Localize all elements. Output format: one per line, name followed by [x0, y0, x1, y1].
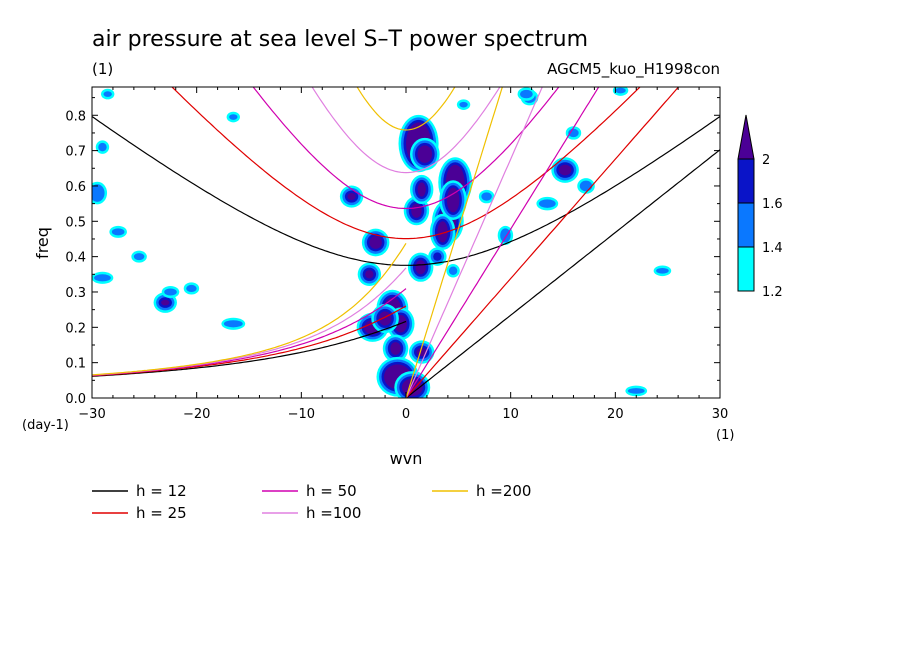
contour-patch [448, 266, 458, 276]
y-tick-label: 0.0 [65, 392, 86, 407]
contour-patch [347, 193, 356, 201]
contour-patch [446, 187, 460, 213]
x-tick-label: −20 [183, 407, 210, 422]
colorbar-segment [737, 202, 755, 248]
contour-patch [579, 180, 593, 192]
contour-patch [378, 311, 392, 326]
contour-patch [433, 252, 442, 261]
dispersion-curve-ig [356, 87, 456, 131]
colorbar-label: 1.4 [762, 241, 783, 256]
axis-ticks [91, 87, 721, 399]
contour-patch [229, 114, 238, 120]
dispersion-curve-kelvin [405, 87, 680, 398]
contour-patch [417, 145, 433, 163]
y-tick-label: 0.4 [65, 251, 86, 266]
y-tick-label: 0.8 [65, 109, 86, 124]
contour-patch [415, 260, 426, 275]
contour-patch [365, 270, 374, 279]
contour-patch [417, 182, 426, 197]
x-tick-labels: −30 −20 −10 0 10 20 30 [78, 407, 728, 422]
colorbar: 1.2 1.4 1.6 2 [737, 114, 783, 300]
y-tick-label: 0.1 [65, 357, 86, 372]
contour-patch [500, 228, 511, 243]
y-tick-label: 0.6 [65, 180, 86, 195]
x-tick-label: −30 [78, 407, 105, 422]
contour-patch [223, 320, 243, 328]
contour-patch [92, 184, 105, 202]
x-tick-label: 0 [402, 407, 410, 422]
contour-patch [161, 299, 170, 306]
colorbar-label: 2 [762, 153, 770, 168]
y-tick-labels: 0.0 0.1 0.2 0.3 0.4 0.5 0.6 0.7 0.8 [65, 109, 86, 407]
y-tick-label: 0.2 [65, 321, 86, 336]
legend-label: h =100 [306, 504, 361, 522]
dispersion-curve-mrg [92, 305, 407, 377]
contour-patch [481, 192, 492, 201]
contour-patch [103, 91, 112, 97]
legend-label: h = 50 [306, 482, 357, 500]
dispersion-curve-ig [252, 87, 560, 210]
contour-patch [411, 203, 422, 218]
dispersion-curve-kelvin [405, 87, 543, 398]
y-tick-label: 0.7 [65, 145, 86, 160]
chart-subtitle-right: AGCM5_kuo_H1998con [547, 60, 720, 79]
chart-subtitle-left: (1) [92, 60, 113, 78]
contour-patch [186, 284, 197, 292]
legend: h = 12 h = 25 h = 50 h =100 h =200 [92, 482, 531, 522]
contour-patch [390, 342, 401, 355]
y-tick-label: 0.5 [65, 215, 86, 230]
colorbar-extend-arrow [737, 114, 755, 160]
contour-patch [437, 221, 448, 243]
dispersion-curve-ig [92, 116, 720, 266]
dispersion-curve-kelvin [405, 149, 720, 398]
contour-patch [558, 164, 572, 176]
contour-patch [133, 253, 145, 261]
contour-patch [656, 267, 669, 274]
contour-patch [538, 199, 556, 208]
dispersion-curve-mrg [92, 320, 407, 377]
legend-label: h = 25 [136, 504, 187, 522]
dispersion-curve-mrg [92, 242, 407, 376]
dispersion-curve-ig [171, 87, 641, 240]
x-tick-label: 10 [502, 407, 519, 422]
contour-patch [627, 388, 645, 394]
dispersion-curves [92, 87, 720, 398]
contour-patch [615, 87, 626, 94]
contour-patch [520, 89, 533, 99]
contour-patch [98, 142, 107, 152]
chart-title: air pressure at sea level S–T power spec… [92, 27, 588, 52]
y-unit-label: (day-1) [22, 418, 69, 433]
contour-patch [94, 274, 111, 282]
contour-patch [459, 101, 468, 108]
x-tick-label: 20 [607, 407, 624, 422]
contour-patch [369, 236, 382, 249]
y-tick-label: 0.3 [65, 286, 86, 301]
legend-label: h = 12 [136, 482, 187, 500]
dispersion-curve-ig [311, 87, 501, 174]
colorbar-label: 1.6 [762, 197, 783, 212]
dispersion-curve-kelvin [405, 87, 503, 398]
x-axis-label: wvn [390, 449, 423, 468]
spectral-power-contours [92, 87, 672, 398]
dispersion-curve-kelvin [405, 87, 600, 398]
x-tick-label: −10 [288, 407, 315, 422]
colorbar-segment [737, 246, 755, 292]
colorbar-label: 1.2 [762, 285, 783, 300]
colorbar-segment [737, 158, 755, 204]
x-tick-label: 30 [712, 407, 729, 422]
x-unit-label: (1) [716, 428, 734, 443]
legend-label: h =200 [476, 482, 531, 500]
contour-patch [164, 288, 177, 296]
contour-patch [111, 228, 125, 236]
y-axis-label: freq [33, 227, 52, 259]
